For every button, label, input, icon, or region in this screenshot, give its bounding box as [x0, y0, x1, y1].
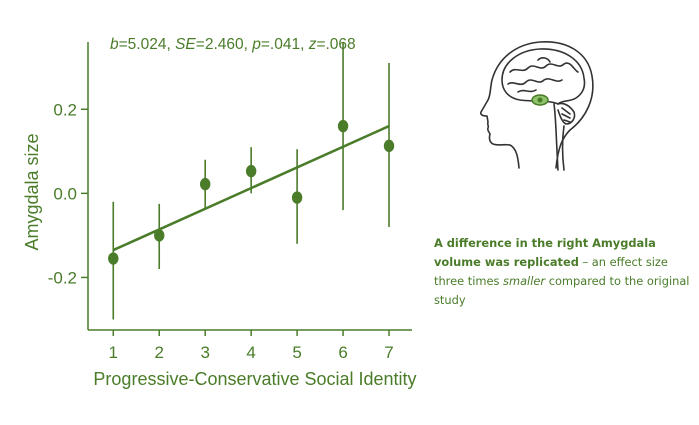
caption-text: A difference in the right Amygdala volum… — [434, 234, 696, 310]
x-tick-label: 3 — [200, 343, 209, 362]
y-tick-label: 0.0 — [53, 184, 77, 203]
stat-z-value: =.068 — [316, 36, 356, 53]
chart-axes — [81, 42, 412, 336]
stat-se-label: SE — [175, 36, 196, 53]
regression-stats: b=5.024, SE=2.460, p=.041, z=.068 — [110, 36, 400, 54]
data-point — [154, 229, 165, 242]
y-axis-label: Amygdala size — [22, 133, 42, 250]
caption-text-2: compared to the original study — [434, 274, 690, 307]
data-points — [108, 119, 395, 265]
x-axis-label: Progressive-Conservative Social Identity — [93, 369, 416, 389]
data-point — [245, 164, 257, 178]
data-point — [383, 139, 395, 153]
data-point — [337, 119, 349, 133]
stat-b-value: =5.024, — [118, 36, 176, 53]
caption-italic: smaller — [503, 274, 546, 288]
stat-p-value: =.041, — [260, 36, 309, 53]
caption-text-1: – an effect size three times — [434, 255, 668, 288]
fit-line-group — [112, 124, 390, 252]
caption-bold: A difference in the right Amygdala volum… — [434, 236, 656, 269]
fit-line — [112, 124, 390, 252]
stat-p-label: p — [252, 36, 261, 53]
y-tick-label: 0.2 — [53, 100, 77, 119]
x-tick-label: 1 — [109, 343, 118, 362]
x-tick-label: 6 — [338, 343, 347, 362]
x-tick-label: 7 — [384, 343, 393, 362]
data-point — [291, 191, 303, 204]
x-tick-label: 5 — [292, 343, 301, 362]
tick-labels: -0.2 0.0 0.2 1 2 3 4 5 6 7 — [48, 100, 394, 362]
stat-z-label: z — [308, 36, 317, 53]
error-bars — [112, 42, 390, 320]
stat-se-value: =2.460, — [195, 36, 253, 53]
x-tick-label: 2 — [154, 343, 163, 362]
stat-b-label: b — [110, 36, 119, 53]
data-point — [108, 252, 119, 265]
data-point — [199, 177, 211, 191]
head-brain-sagittal-icon — [480, 41, 594, 171]
x-tick-label: 4 — [246, 343, 255, 362]
y-tick-label: -0.2 — [48, 268, 77, 287]
